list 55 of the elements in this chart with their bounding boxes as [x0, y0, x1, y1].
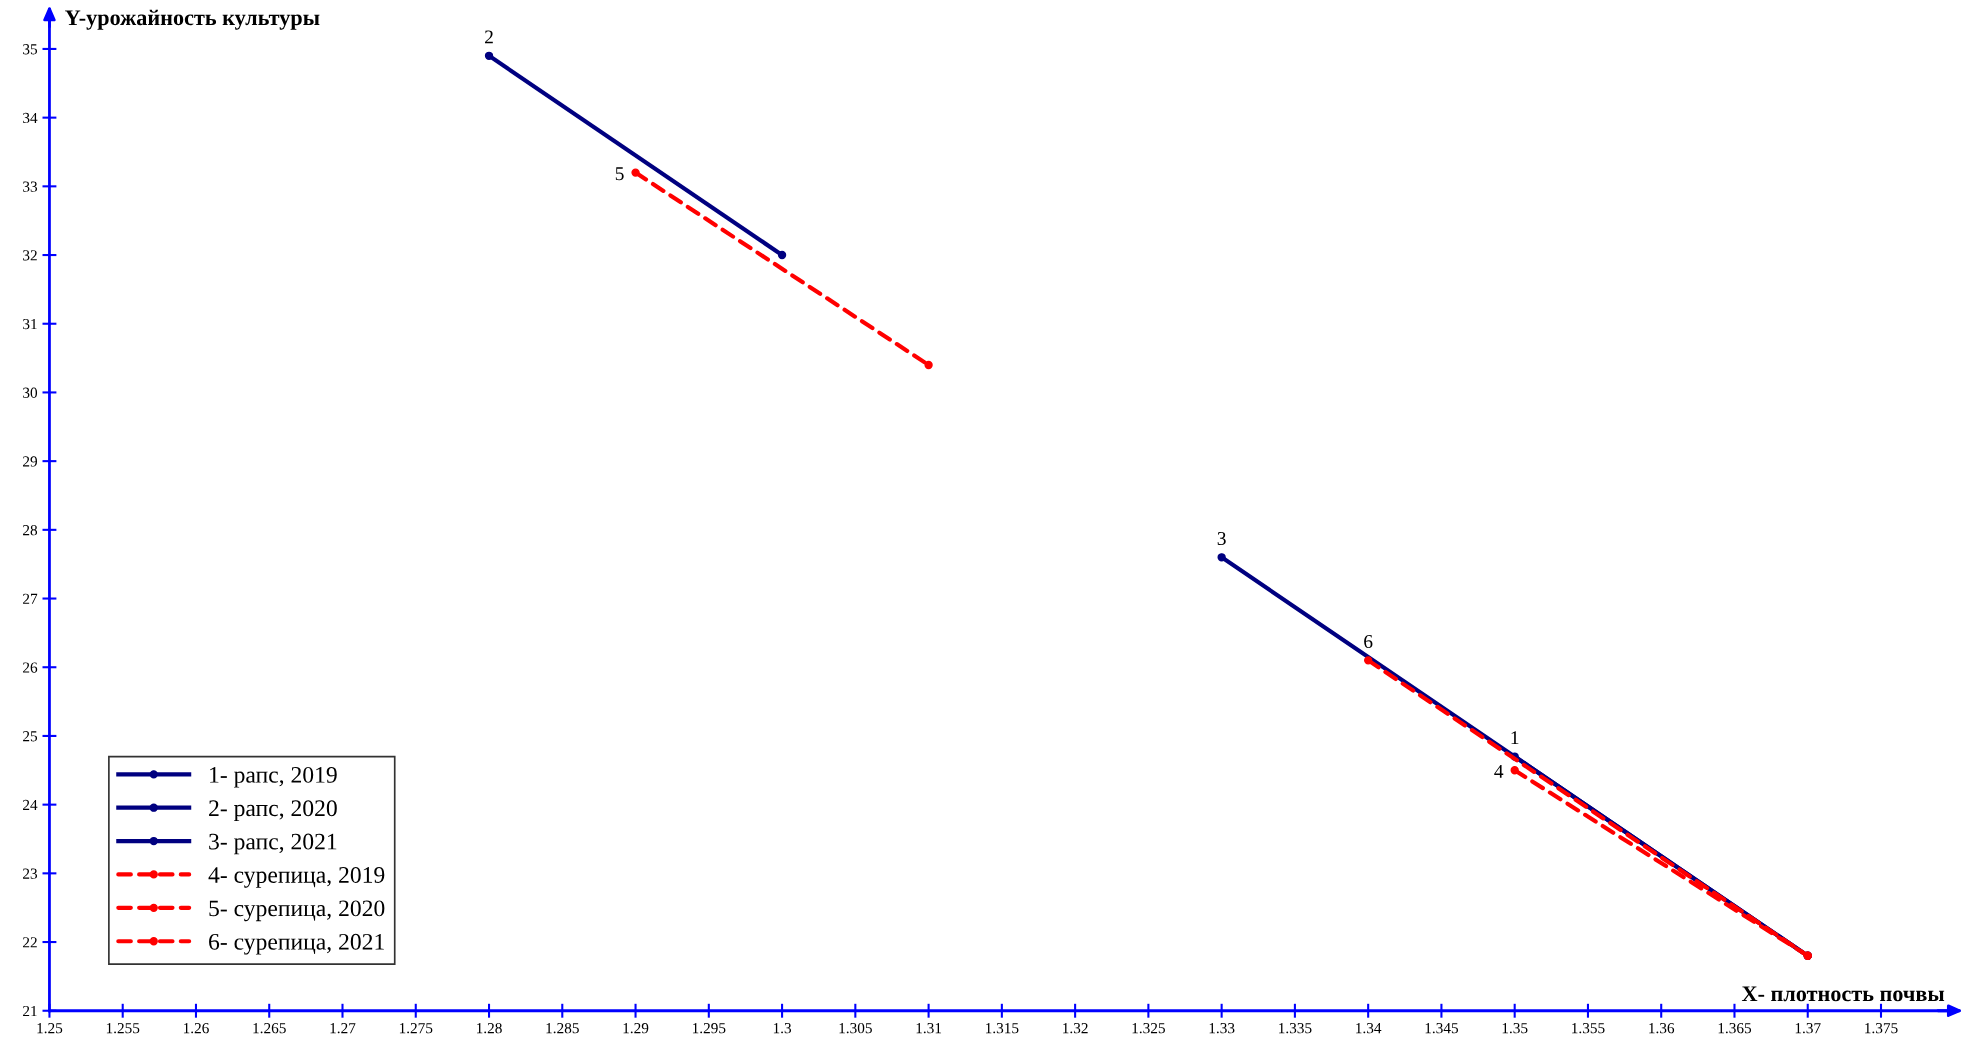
x-tick-label: 1.33 — [1209, 1023, 1235, 1034]
x-tick-label: 1.27 — [330, 1023, 356, 1034]
y-tick-label: 29 — [23, 456, 38, 467]
x-tick-label: 1.3 — [773, 1023, 792, 1034]
x-tick-label: 1.355 — [1572, 1023, 1605, 1034]
x-axis-title: X- плотность почвы — [1741, 986, 1945, 1002]
x-tick-label: 1.34 — [1356, 1023, 1382, 1034]
x-tick-label: 1.28 — [477, 1022, 502, 1034]
x-tick-label: 1.305 — [839, 1022, 872, 1034]
legend-label: 3- рапс, 2021 — [209, 833, 337, 855]
x-tick-label: 1.275 — [399, 1023, 433, 1034]
legend-label: 1- рапс, 2019 — [210, 766, 337, 788]
annotation: 3 — [1217, 531, 1226, 546]
x-tick-label: 1.36 — [1649, 1023, 1675, 1034]
legend-label: 4- сурепица, 2019 — [208, 866, 385, 888]
annotation: 1 — [1511, 731, 1519, 745]
annotation: 5 — [615, 167, 624, 181]
x-tick-label: 1.255 — [106, 1023, 140, 1034]
x-tick-label: 1.31 — [916, 1023, 942, 1034]
y-tick-label: 23 — [23, 868, 38, 879]
x-tick-label: 1.315 — [986, 1023, 1019, 1034]
y-tick-label: 25 — [23, 731, 38, 742]
x-tick-label: 1.35 — [1502, 1023, 1528, 1034]
x-tick-label: 1.37 — [1795, 1023, 1821, 1034]
legend-label: 2- рапс, 2020 — [209, 800, 337, 821]
x-tick-label: 1.26 — [183, 1023, 209, 1034]
x-tick-label: 1.335 — [1279, 1023, 1312, 1034]
y-tick-label: 31 — [23, 318, 37, 330]
x-tick-label: 1.325 — [1132, 1023, 1165, 1034]
x-tick-label: 1.365 — [1718, 1023, 1752, 1034]
y-tick-label: 22 — [23, 937, 37, 948]
y-tick-label: 34 — [23, 112, 38, 124]
y-tick-label: 27 — [23, 593, 38, 604]
legend-label: 6- сурепица, 2021 — [209, 933, 384, 955]
y-tick-label: 21 — [23, 1005, 37, 1017]
y-tick-label: 30 — [23, 387, 38, 398]
y-tick-label: 26 — [23, 662, 38, 673]
x-tick-label: 1.265 — [253, 1023, 286, 1034]
y-tick-label: 35 — [23, 44, 38, 55]
x-tick-label: 1.32 — [1063, 1023, 1088, 1034]
x-tick-label: 1.375 — [1865, 1023, 1898, 1034]
x-tick-label: 1.285 — [546, 1022, 579, 1034]
x-tick-label: 1.345 — [1425, 1023, 1459, 1034]
x-tick-label: 1.295 — [692, 1023, 726, 1034]
x-tick-label: 1.25 — [37, 1023, 63, 1034]
y-tick-label: 33 — [23, 181, 38, 192]
y-axis-title: Y-урожайность культуры — [65, 9, 320, 30]
y-tick-label: 28 — [23, 524, 38, 536]
y-tick-label: 24 — [23, 799, 38, 810]
annotation: 6 — [1364, 635, 1373, 649]
annotation: 4 — [1494, 764, 1504, 778]
annotation: 2 — [485, 30, 493, 44]
y-tick-label: 32 — [23, 250, 37, 261]
legend-label: 5- сурепица, 2020 — [209, 900, 385, 922]
x-tick-label: 1.29 — [623, 1023, 649, 1034]
